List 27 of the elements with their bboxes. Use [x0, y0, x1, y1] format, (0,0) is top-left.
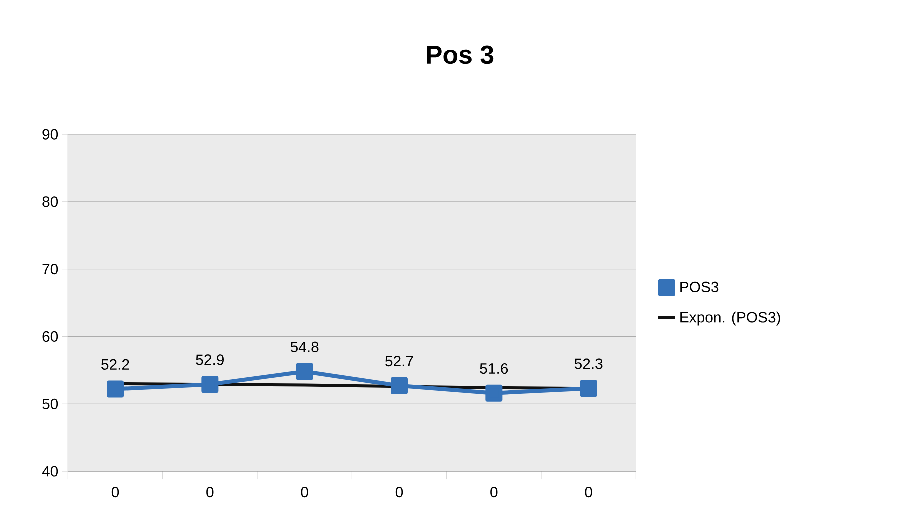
- point: [580, 380, 598, 398]
- chart-title: Pos 3: [427, 46, 494, 64]
- point: [107, 380, 124, 398]
- data-label: 52.2: [102, 359, 130, 370]
- data-label: 52.9: [196, 354, 224, 366]
- y-tick-label: 80: [42, 196, 58, 208]
- legend-label: POS3: [680, 282, 719, 292]
- y-tick-label: 40: [42, 466, 58, 477]
- data-label: 54.8: [290, 342, 319, 352]
- x-tick-label: 0: [490, 487, 498, 498]
- data-label: 52.3: [574, 358, 603, 370]
- y-tick-label: 60: [42, 331, 58, 342]
- y-tick-label: 50: [42, 398, 58, 410]
- x-tick-label: 0: [112, 487, 120, 498]
- data-label: 51.6: [480, 363, 508, 374]
- x-tick-label: 0: [206, 487, 214, 498]
- point: [391, 377, 408, 394]
- point: [202, 376, 219, 394]
- point: [486, 384, 503, 402]
- legend-label: Expon. (POS3): [680, 312, 780, 326]
- point: [296, 363, 314, 380]
- x-tick-label: 0: [301, 487, 308, 498]
- x-tick-label: 0: [585, 487, 592, 498]
- x-tick-label: 0: [396, 487, 404, 498]
- y-tick-label: 70: [42, 264, 58, 275]
- y-tick-label: 90: [42, 129, 58, 140]
- data-label: 52.7: [386, 356, 414, 367]
